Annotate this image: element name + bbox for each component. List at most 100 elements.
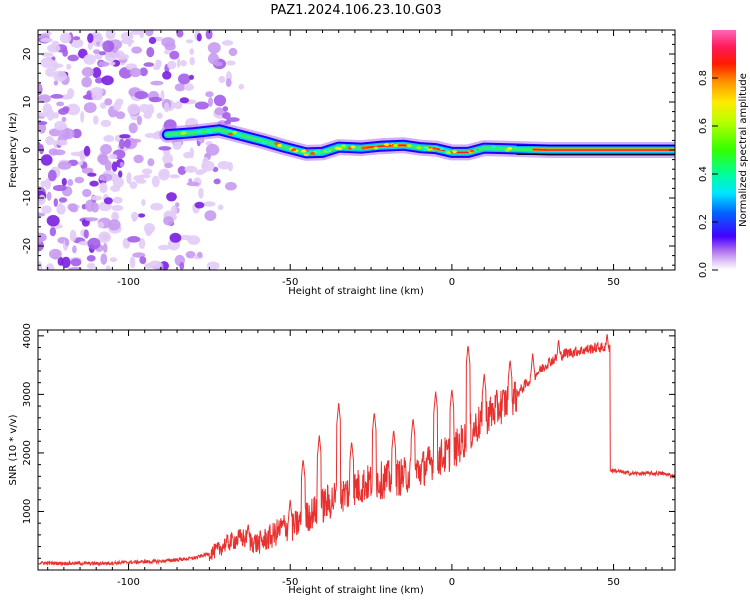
noise-blob <box>150 80 164 86</box>
noise-blob <box>164 49 170 55</box>
snr-y-tick-label: 3000 <box>22 382 33 407</box>
noise-blob <box>103 197 113 205</box>
noise-blob <box>49 227 57 237</box>
noise-blob <box>67 179 74 186</box>
noise-blob <box>184 165 198 173</box>
noise-blob <box>84 217 99 222</box>
noise-blob <box>85 199 95 212</box>
noise-blob <box>38 94 51 103</box>
noise-blob <box>53 80 59 86</box>
noise-blob <box>183 83 194 91</box>
noise-blob <box>97 154 108 164</box>
signal-hotspot <box>406 144 412 148</box>
noise-blob <box>206 261 220 270</box>
noise-blob <box>101 75 114 86</box>
noise-blob <box>61 177 67 186</box>
colorbar: 0.0 0.2 0.4 0.6 0.8 Normalized spectral ampl… <box>698 30 749 278</box>
spectrogram-y-tick-label: -20 <box>22 238 33 254</box>
noise-blob <box>98 61 110 67</box>
noise-blob <box>194 201 205 209</box>
noise-blob <box>100 173 113 182</box>
noise-blob <box>104 98 113 106</box>
noise-blob <box>100 119 112 127</box>
signal-hotspot <box>469 149 475 153</box>
signal-hotspot <box>426 148 432 152</box>
signal-hotspot <box>232 131 238 135</box>
noise-blob <box>87 33 94 44</box>
signal-hotspot <box>373 146 379 150</box>
signal-hotspot <box>337 147 343 151</box>
signal-hotspot <box>439 147 445 151</box>
noise-blob <box>195 169 204 176</box>
signal-hotspot <box>277 143 282 147</box>
signal-hotspot <box>452 150 457 154</box>
spectrogram-y-tick-label: 20 <box>22 48 33 61</box>
noise-blob <box>70 38 84 49</box>
noise-blob <box>221 40 234 46</box>
signal-core-red <box>532 148 675 151</box>
spectrogram-y-tick-label: 10 <box>22 96 33 109</box>
noise-blob <box>180 59 187 67</box>
noise-blob <box>131 211 139 221</box>
noise-blob <box>53 70 67 82</box>
noise-blob <box>81 76 92 88</box>
noise-blob <box>158 244 171 251</box>
signal-hotspot <box>227 132 233 136</box>
noise-blob <box>83 229 89 239</box>
noise-blob <box>141 199 146 206</box>
signal-hotspot <box>310 151 316 155</box>
noise-blob <box>64 238 70 247</box>
noise-blob <box>83 54 96 65</box>
noise-blob <box>102 40 115 53</box>
signal-hotspot <box>350 145 356 149</box>
noise-blob <box>67 54 79 62</box>
noise-blob <box>111 161 118 172</box>
noise-blob <box>213 94 227 107</box>
noise-blob <box>100 144 112 155</box>
spectrogram-y-tick-label: 0 <box>22 147 33 153</box>
noise-blob <box>83 102 97 113</box>
noise-blob <box>49 248 62 260</box>
signal-hotspot <box>341 144 347 148</box>
noise-blob <box>129 67 142 78</box>
signal-hotspot <box>207 130 213 134</box>
snr-y-tick-label: 1000 <box>22 499 33 524</box>
colorbar-tick-label: 0.6 <box>698 118 709 134</box>
noise-blob <box>50 94 64 99</box>
noise-blob <box>46 191 52 201</box>
noise-blob <box>163 216 174 226</box>
noise-blob <box>124 139 132 148</box>
noise-blob <box>119 134 131 139</box>
noise-blob <box>136 115 142 126</box>
noise-blob <box>109 257 118 263</box>
signal-hotspot <box>261 141 267 145</box>
spectrogram-y-tick-label: -10 <box>22 190 33 206</box>
noise-blob <box>176 58 181 68</box>
noise-blob <box>129 181 138 190</box>
noise-blob <box>112 196 123 204</box>
noise-blob <box>139 256 147 264</box>
noise-blob <box>148 260 162 269</box>
noise-blob <box>196 33 202 42</box>
noise-blob <box>174 101 183 110</box>
signal-hotspot <box>505 148 511 152</box>
noise-blob <box>162 153 174 165</box>
noise-blob <box>146 47 155 58</box>
noise-blob <box>61 256 71 268</box>
noise-blob <box>66 103 81 116</box>
noise-blob <box>38 232 44 244</box>
spectrogram-y-axis-label: Frequency (Hz) <box>8 112 19 188</box>
noise-blob <box>177 166 187 175</box>
snr-x-tick-label: -50 <box>282 577 298 588</box>
figure-title: PAZ1.2024.106.23.10.G03 <box>270 3 441 18</box>
signal-hotspot <box>315 149 321 153</box>
noise-blob <box>45 263 55 270</box>
noise-blob <box>93 49 101 54</box>
snr-axes: -100 -50 0 50 1000 2000 3000 4000 <box>22 323 675 588</box>
noise-blob <box>197 251 203 258</box>
noise-blob <box>94 77 104 84</box>
snr-frame <box>37 329 676 571</box>
noise-blob <box>99 182 108 194</box>
